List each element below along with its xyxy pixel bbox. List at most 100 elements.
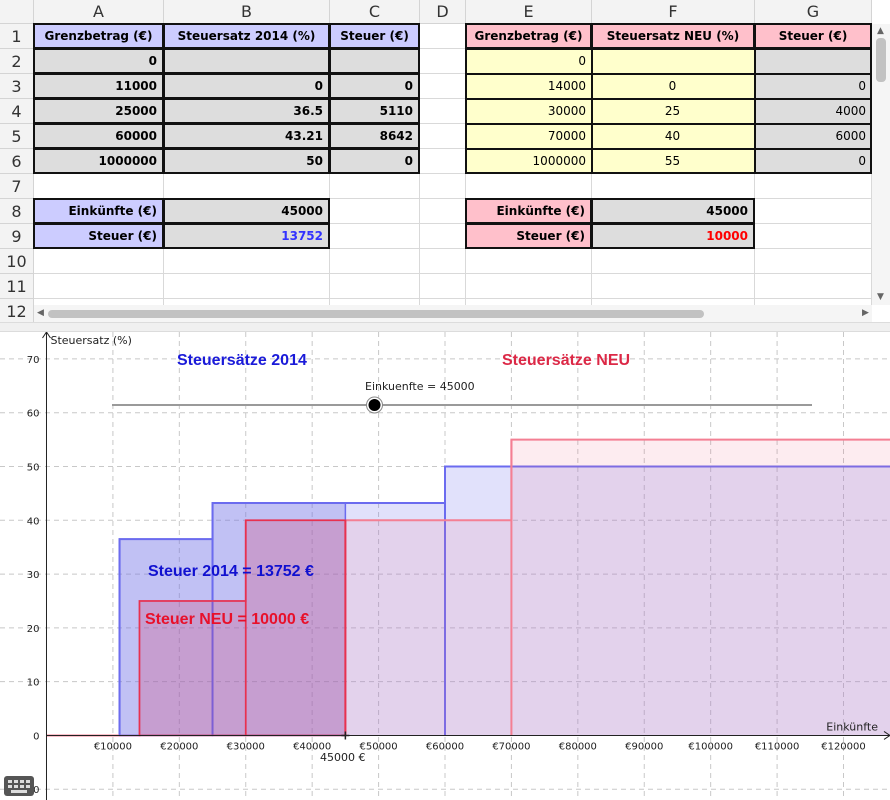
grid-cell[interactable] (466, 174, 592, 199)
cell-neu[interactable]: 1000000 (465, 148, 592, 174)
grid-cell[interactable] (420, 49, 466, 74)
cell-2014[interactable]: 0 (33, 48, 164, 74)
column-header-f[interactable]: F (592, 0, 755, 24)
column-header-d[interactable]: D (420, 0, 466, 24)
grid-cell[interactable] (164, 274, 330, 299)
cell-2014[interactable]: 60000 (33, 123, 164, 149)
cell-2014[interactable]: 0 (329, 148, 420, 174)
grid-cell[interactable] (34, 249, 164, 274)
header-neu-1[interactable]: Steuersatz NEU (%) (591, 23, 755, 49)
column-header-g[interactable]: G (755, 0, 872, 24)
scroll-right-icon[interactable]: ▶ (862, 308, 869, 318)
header-2014-2[interactable]: Steuer (€) (329, 23, 420, 49)
row-header-11[interactable]: 11 (0, 274, 34, 299)
grid-cell[interactable] (420, 274, 466, 299)
header-2014-1[interactable]: Steuersatz 2014 (%) (163, 23, 330, 49)
income-value-2014[interactable]: 45000 (163, 198, 330, 224)
grid-cell[interactable] (420, 149, 466, 174)
cell-2014[interactable]: 0 (329, 73, 420, 99)
spreadsheet-view[interactable]: A B C D E F G 1 2 3 4 5 6 7 8 9 10 11 12 Grenzbetrag (€) Ste… (0, 0, 890, 322)
row-header-12[interactable]: 12 (0, 299, 34, 322)
row-header-3[interactable]: 3 (0, 74, 34, 99)
grid-cell[interactable] (592, 274, 755, 299)
tax-label-neu[interactable]: Steuer (€) (465, 223, 592, 249)
row-header-2[interactable]: 2 (0, 49, 34, 74)
grid-cell[interactable] (755, 249, 872, 274)
column-header-c[interactable]: C (330, 0, 420, 24)
row-header-1[interactable]: 1 (0, 24, 34, 49)
row-header-7[interactable]: 7 (0, 174, 34, 199)
cell-neu[interactable]: 30000 (465, 98, 592, 124)
cell-2014[interactable]: 36.5 (163, 98, 330, 124)
grid-cell[interactable] (34, 274, 164, 299)
grid-cell[interactable] (420, 199, 466, 224)
cell-2014[interactable]: 50 (163, 148, 330, 174)
cell-neu[interactable]: 0 (754, 73, 872, 99)
column-header-e[interactable]: E (466, 0, 592, 24)
grid-cell[interactable] (466, 274, 592, 299)
grid-cell[interactable] (330, 199, 420, 224)
grid-cell[interactable] (420, 224, 466, 249)
cell-2014[interactable]: 8642 (329, 123, 420, 149)
cell-2014[interactable]: 25000 (33, 98, 164, 124)
scroll-down-icon[interactable]: ▼ (877, 292, 884, 302)
vertical-scrollbar[interactable]: ▲ ▼ (872, 24, 890, 305)
grid-cell[interactable] (330, 224, 420, 249)
cell-neu[interactable]: 55 (591, 148, 755, 174)
horizontal-scroll-thumb[interactable] (48, 310, 704, 318)
grid-cell[interactable] (34, 174, 164, 199)
scroll-left-icon[interactable]: ◀ (37, 308, 44, 318)
cell-neu[interactable] (754, 48, 872, 74)
cell-neu[interactable] (591, 48, 755, 74)
slider-knob[interactable] (368, 399, 381, 411)
grid-cell[interactable] (164, 174, 330, 199)
cell-neu[interactable]: 70000 (465, 123, 592, 149)
vertical-scroll-thumb[interactable] (876, 38, 886, 82)
graphics-view[interactable]: €10000 €20000 €30000 €40000 €50000 €60000 €700… (0, 332, 890, 800)
grid-cell[interactable] (420, 174, 466, 199)
cell-neu[interactable]: 14000 (465, 73, 592, 99)
view-divider[interactable] (0, 322, 890, 332)
row-header-8[interactable]: 8 (0, 199, 34, 224)
grid-cell[interactable] (420, 74, 466, 99)
corner-cell[interactable] (0, 0, 34, 24)
column-header-b[interactable]: B (164, 0, 330, 24)
grid-cell[interactable] (420, 24, 466, 49)
row-header-5[interactable]: 5 (0, 124, 34, 149)
cell-neu[interactable]: 0 (591, 73, 755, 99)
tax-value-2014[interactable]: 13752 (163, 223, 330, 249)
grid-cell[interactable] (755, 224, 872, 249)
tax-rate-chart[interactable]: €10000 €20000 €30000 €40000 €50000 €60000 €700… (0, 332, 890, 800)
grid-cell[interactable] (420, 99, 466, 124)
cell-2014[interactable] (163, 48, 330, 74)
cell-2014[interactable]: 11000 (33, 73, 164, 99)
grid-cell[interactable] (330, 249, 420, 274)
header-neu-2[interactable]: Steuer (€) (754, 23, 872, 49)
income-label-neu[interactable]: Einkünfte (€) (465, 198, 592, 224)
row-header-4[interactable]: 4 (0, 99, 34, 124)
cell-2014[interactable]: 0 (163, 73, 330, 99)
grid-cell[interactable] (755, 274, 872, 299)
grid-cell[interactable] (592, 174, 755, 199)
grid-cell[interactable] (466, 249, 592, 274)
row-header-9[interactable]: 9 (0, 224, 34, 249)
header-2014-0[interactable]: Grenzbetrag (€) (33, 23, 164, 49)
column-header-a[interactable]: A (34, 0, 164, 24)
income-label-2014[interactable]: Einkünfte (€) (33, 198, 164, 224)
cell-2014[interactable]: 5110 (329, 98, 420, 124)
row-header-10[interactable]: 10 (0, 249, 34, 274)
cell-2014[interactable]: 43.21 (163, 123, 330, 149)
grid-cell[interactable] (330, 174, 420, 199)
grid-cell[interactable] (592, 249, 755, 274)
scroll-up-icon[interactable]: ▲ (877, 26, 884, 36)
tax-label-2014[interactable]: Steuer (€) (33, 223, 164, 249)
grid-cell[interactable] (420, 249, 466, 274)
row-header-6[interactable]: 6 (0, 149, 34, 174)
grid-cell[interactable] (420, 124, 466, 149)
income-value-neu[interactable]: 45000 (591, 198, 755, 224)
grid-cell[interactable] (755, 199, 872, 224)
grid-cell[interactable] (330, 274, 420, 299)
cell-neu[interactable]: 0 (754, 148, 872, 174)
cell-neu[interactable]: 6000 (754, 123, 872, 149)
cell-neu[interactable]: 25 (591, 98, 755, 124)
